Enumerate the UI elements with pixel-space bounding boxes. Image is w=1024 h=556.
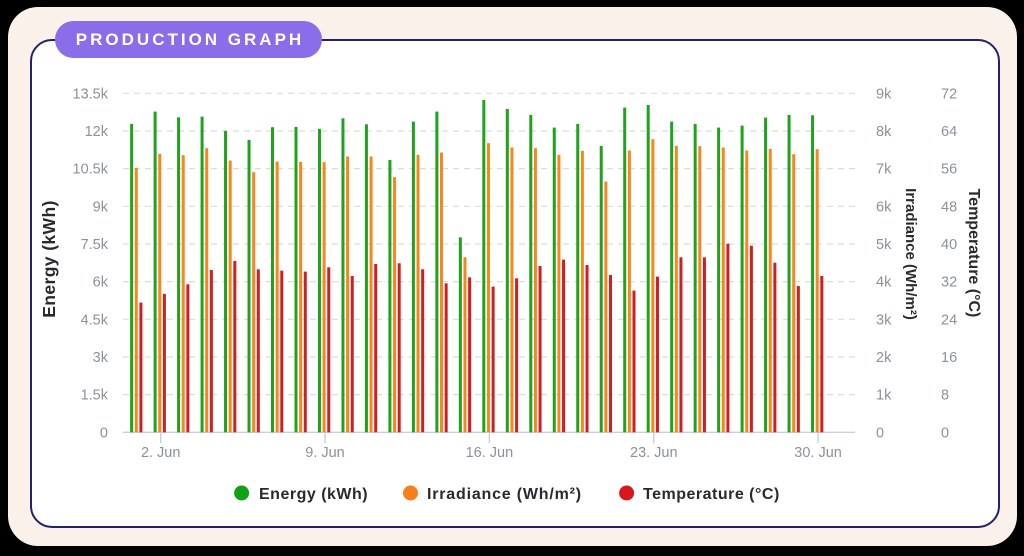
- svg-text:6k: 6k: [93, 275, 109, 291]
- svg-text:12k: 12k: [85, 124, 109, 140]
- svg-text:4k: 4k: [876, 275, 892, 291]
- svg-text:32: 32: [941, 275, 957, 291]
- svg-text:2k: 2k: [876, 350, 892, 366]
- svg-text:Irradiance (Wh/m²): Irradiance (Wh/m²): [902, 188, 919, 320]
- svg-text:2. Jun: 2. Jun: [141, 445, 181, 461]
- svg-text:Irradiance (Wh/m²): Irradiance (Wh/m²): [427, 486, 582, 503]
- svg-text:0: 0: [100, 425, 108, 441]
- svg-text:9k: 9k: [876, 86, 892, 102]
- svg-text:24: 24: [941, 312, 957, 328]
- svg-text:9. Jun: 9. Jun: [305, 445, 345, 461]
- svg-text:30. Jun: 30. Jun: [794, 445, 842, 461]
- svg-text:72: 72: [941, 86, 957, 102]
- svg-text:9k: 9k: [93, 199, 109, 215]
- svg-text:Temperature (°C): Temperature (°C): [643, 486, 780, 503]
- svg-text:56: 56: [941, 162, 957, 178]
- svg-text:4.5k: 4.5k: [81, 312, 109, 328]
- svg-text:3k: 3k: [93, 350, 109, 366]
- svg-text:Temperature (°C): Temperature (°C): [965, 189, 982, 318]
- svg-text:1k: 1k: [876, 388, 892, 404]
- svg-text:23. Jun: 23. Jun: [630, 445, 678, 461]
- svg-text:0: 0: [876, 425, 884, 441]
- svg-text:1.5k: 1.5k: [81, 388, 109, 404]
- svg-text:16: 16: [941, 350, 957, 366]
- svg-text:64: 64: [941, 124, 957, 140]
- svg-text:40: 40: [941, 237, 957, 253]
- svg-text:8: 8: [941, 388, 949, 404]
- svg-text:13.5k: 13.5k: [73, 86, 109, 102]
- svg-text:10.5k: 10.5k: [73, 162, 109, 178]
- svg-text:3k: 3k: [876, 312, 892, 328]
- svg-text:7k: 7k: [876, 162, 892, 178]
- svg-text:6k: 6k: [876, 199, 892, 215]
- svg-text:7.5k: 7.5k: [81, 237, 109, 253]
- svg-text:Energy (kWh): Energy (kWh): [39, 200, 59, 318]
- svg-text:48: 48: [941, 199, 957, 215]
- svg-text:8k: 8k: [876, 124, 892, 140]
- svg-text:0: 0: [941, 425, 949, 441]
- svg-text:16. Jun: 16. Jun: [466, 445, 514, 461]
- svg-text:5k: 5k: [876, 237, 892, 253]
- svg-text:Energy (kWh): Energy (kWh): [259, 486, 368, 503]
